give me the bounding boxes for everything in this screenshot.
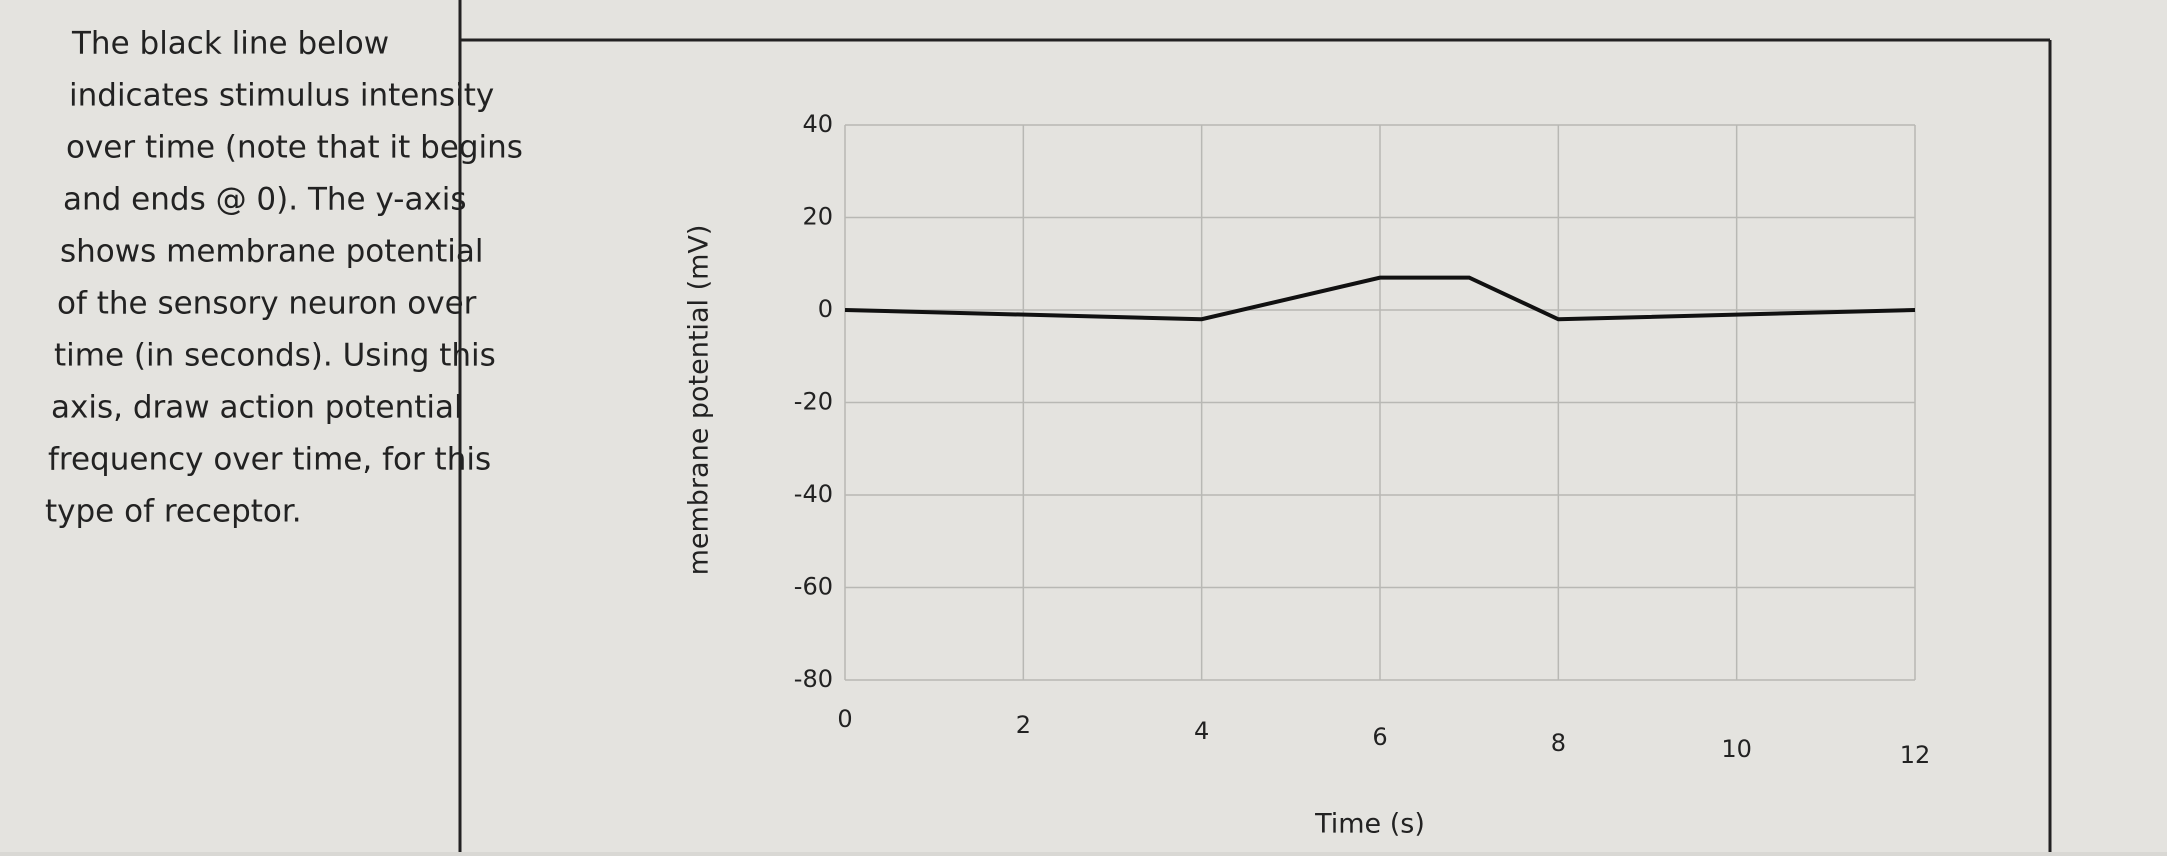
x-tick-label: 12 xyxy=(1900,741,1931,769)
x-tick-label: 2 xyxy=(1016,711,1031,739)
x-tick-label: 4 xyxy=(1194,717,1209,745)
y-axis-label: membrane potential (mV) xyxy=(684,225,715,576)
prompt-line: The black line below xyxy=(71,26,389,62)
prompt: The black line below indicates stimulus i… xyxy=(45,26,523,530)
stimulus-line xyxy=(844,275,1916,322)
y-tick-label: 40 xyxy=(802,110,833,138)
x-axis-label: Time (s) xyxy=(1314,809,1425,840)
y-tick-label: -60 xyxy=(794,573,833,601)
x-tick-label: 8 xyxy=(1551,729,1566,757)
prompt-line: over time (note that it begins xyxy=(66,130,523,166)
x-tick-label: 10 xyxy=(1721,735,1752,763)
prompt-line: of the sensory neuron over xyxy=(57,286,477,322)
x-tick-label: 0 xyxy=(837,705,852,733)
x-tick-label: 6 xyxy=(1372,723,1387,751)
y-tick-label: 20 xyxy=(802,203,833,231)
prompt-line: indicates stimulus intensity xyxy=(69,78,494,114)
prompt-line: time (in seconds). Using this xyxy=(54,338,496,374)
prompt-line: frequency over time, for this xyxy=(48,442,491,478)
y-tick-label: 0 xyxy=(818,295,833,323)
y-tick-label: -20 xyxy=(794,388,833,416)
y-tick-label: -80 xyxy=(794,665,833,693)
chart: Time (s) membrane potential (mV) -80 -60 -… xyxy=(684,110,1931,840)
prompt-line: axis, draw action potential xyxy=(51,390,463,426)
prompt-line: and ends @ 0). The y-axis xyxy=(63,182,467,218)
prompt-line: type of receptor. xyxy=(45,494,302,530)
y-tick-label: -40 xyxy=(794,480,833,508)
prompt-line: shows membrane potential xyxy=(60,234,483,270)
